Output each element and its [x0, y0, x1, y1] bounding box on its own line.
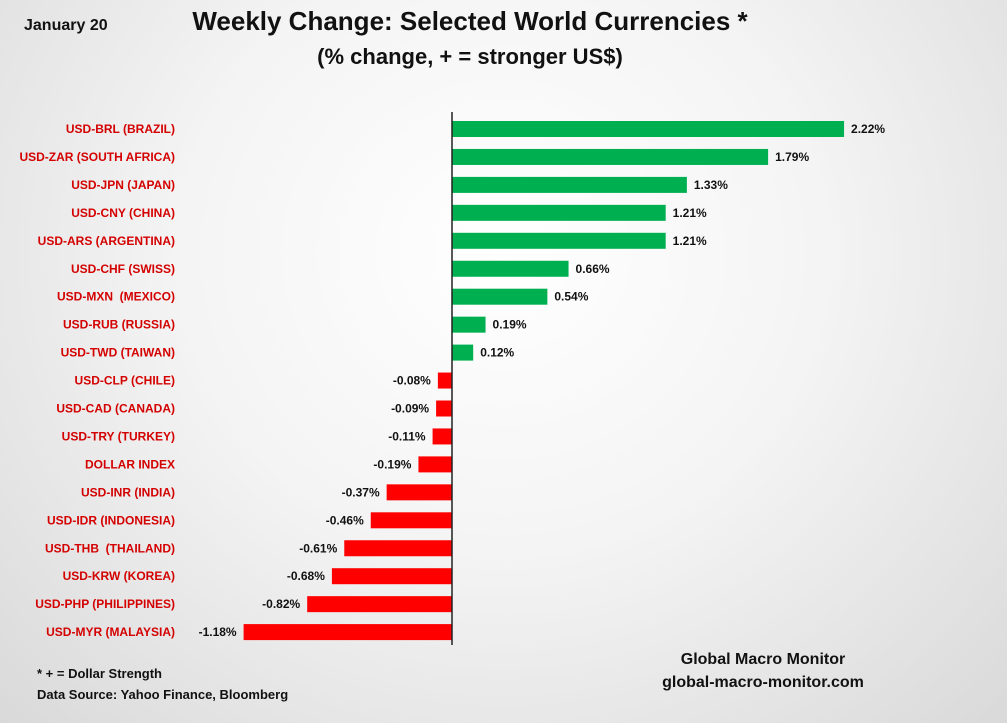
category-label: USD-CAD (CANADA) [56, 402, 175, 416]
value-label: 1.33% [694, 178, 728, 192]
data-source: Data Source: Yahoo Finance, Bloomberg [37, 687, 289, 702]
bar [452, 232, 666, 249]
value-label: 0.12% [480, 346, 514, 360]
category-label: USD-CHF (SWISS) [71, 262, 175, 276]
value-label: -0.82% [262, 597, 300, 611]
value-label: -0.37% [342, 485, 380, 499]
value-label: 1.21% [673, 206, 707, 220]
value-label: -0.61% [299, 541, 337, 555]
value-label: -0.19% [373, 457, 411, 471]
bar [452, 176, 687, 193]
bar [452, 148, 769, 165]
category-label: USD-TRY (TURKEY) [62, 429, 175, 443]
value-label: -0.08% [393, 374, 431, 388]
category-label: USD-IDR (INDONESIA) [47, 513, 175, 527]
value-label: 1.79% [775, 150, 809, 164]
bar [331, 568, 452, 585]
bar [243, 624, 452, 641]
value-label: -0.11% [388, 429, 426, 443]
category-label: USD-ARS (ARGENTINA) [38, 234, 175, 248]
chart-title: Weekly Change: Selected World Currencies… [192, 6, 748, 36]
bar [418, 456, 452, 473]
bar [344, 540, 452, 557]
bar [452, 260, 569, 277]
bar [452, 344, 474, 361]
category-label: USD-INR (INDIA) [81, 485, 175, 499]
bar [386, 484, 452, 501]
value-label: 1.21% [673, 234, 707, 248]
brand-name: Global Macro Monitor [680, 651, 846, 668]
bar [436, 400, 452, 417]
category-label: USD-CLP (CHILE) [75, 374, 175, 388]
value-label: 0.66% [576, 262, 610, 276]
value-label: -0.09% [391, 402, 429, 416]
category-label: USD-MXN (MEXICO) [57, 290, 175, 304]
bar [370, 512, 452, 529]
footnote: * + = Dollar Strength [37, 666, 162, 681]
category-label: USD-KRW (KOREA) [63, 569, 175, 583]
category-label: USD-THB (THAILAND) [45, 541, 175, 555]
bar [452, 288, 548, 305]
brand-url: global-macro-monitor.com [662, 674, 864, 691]
category-label: USD-ZAR (SOUTH AFRICA) [19, 150, 175, 164]
category-label: USD-MYR (MALAYSIA) [46, 625, 175, 639]
category-label: DOLLAR INDEX [85, 457, 175, 471]
value-label: -0.68% [287, 569, 325, 583]
value-label: -1.18% [199, 625, 237, 639]
bar [452, 316, 486, 333]
category-label: USD-CNY (CHINA) [71, 206, 175, 220]
chart-subtitle: (% change, + = stronger US$) [317, 44, 623, 69]
category-label: USD-RUB (RUSSIA) [63, 318, 175, 332]
category-label: USD-BRL (BRAZIL) [66, 122, 175, 136]
category-label: USD-JPN (JAPAN) [71, 178, 175, 192]
bar [452, 121, 845, 137]
bar [432, 428, 452, 445]
bar [437, 372, 452, 389]
category-label: USD-TWD (TAIWAN) [61, 346, 175, 360]
value-label: 0.19% [493, 318, 527, 332]
value-label: 0.54% [554, 290, 588, 304]
value-label: -0.46% [326, 513, 364, 527]
bar [452, 204, 666, 221]
value-label: 2.22% [851, 122, 885, 136]
category-label: USD-PHP (PHILIPPINES) [35, 597, 175, 611]
bar [307, 596, 452, 613]
chart-date: January 20 [24, 17, 108, 34]
